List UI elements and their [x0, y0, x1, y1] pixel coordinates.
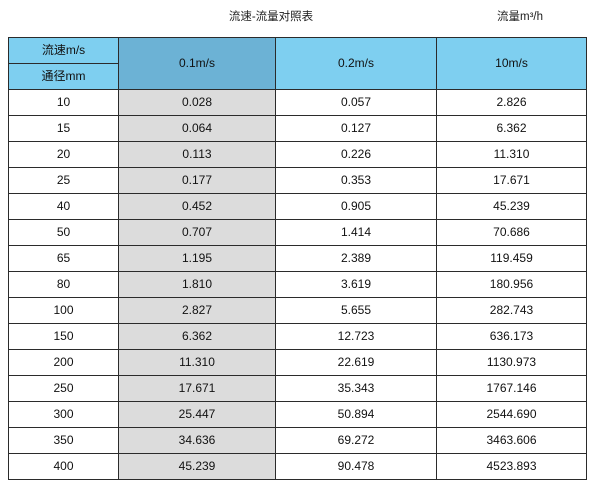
cell-flow-0.1: 11.310 — [118, 349, 276, 376]
cell-flow-10: 2544.690 — [436, 401, 587, 428]
table-row: 20 0.113 0.226 11.310 — [8, 141, 587, 168]
cell-flow-0.1: 6.362 — [118, 323, 276, 350]
cell-diameter: 10 — [8, 89, 119, 116]
cell-flow-0.1: 0.707 — [118, 219, 276, 246]
cell-diameter: 65 — [8, 245, 119, 272]
table-row: 150 6.362 12.723 636.173 — [8, 323, 587, 350]
cell-diameter: 400 — [8, 453, 119, 480]
table-row: 200 11.310 22.619 1130.973 — [8, 349, 587, 376]
cell-flow-10: 6.362 — [436, 115, 587, 142]
cell-flow-0.2: 5.655 — [275, 297, 437, 324]
page-title: 流速-流量对照表 — [228, 11, 314, 23]
cell-flow-10: 119.459 — [436, 245, 587, 272]
cell-flow-10: 70.686 — [436, 219, 587, 246]
cell-flow-10: 4523.893 — [436, 453, 587, 480]
table-row: 25 0.177 0.353 17.671 — [8, 167, 587, 194]
table-row: 10 0.028 0.057 2.826 — [8, 89, 587, 116]
table-row: 80 1.810 3.619 180.956 — [8, 271, 587, 298]
cell-flow-10: 3463.606 — [436, 427, 587, 454]
cell-diameter: 250 — [8, 375, 119, 402]
cell-flow-10: 17.671 — [436, 167, 587, 194]
cell-flow-0.1: 0.113 — [118, 141, 276, 168]
cell-flow-0.1: 34.636 — [118, 427, 276, 454]
cell-flow-10: 11.310 — [436, 141, 587, 168]
cell-flow-0.2: 35.343 — [275, 375, 437, 402]
table-row: 350 34.636 69.272 3463.606 — [8, 427, 587, 454]
cell-flow-0.2: 1.414 — [275, 219, 437, 246]
cell-flow-0.1: 1.195 — [118, 245, 276, 272]
cell-flow-0.1: 45.239 — [118, 453, 276, 480]
cell-flow-0.2: 0.057 — [275, 89, 437, 116]
cell-flow-0.2: 2.389 — [275, 245, 437, 272]
cell-flow-10: 282.743 — [436, 297, 587, 324]
flow-rate-table-container: 流速m/s 0.1m/s 0.2m/s 10m/s 通径mm 10 0.028 … — [8, 37, 587, 480]
cell-diameter: 15 — [8, 115, 119, 142]
header-column-0: 0.1m/s — [118, 37, 276, 90]
cell-flow-0.2: 12.723 — [275, 323, 437, 350]
cell-diameter: 200 — [8, 349, 119, 376]
cell-flow-0.2: 22.619 — [275, 349, 437, 376]
cell-flow-0.1: 0.452 — [118, 193, 276, 220]
cell-diameter: 25 — [8, 167, 119, 194]
title-band: 流速-流量对照表 流量m³/h — [0, 0, 600, 36]
cell-diameter: 100 — [8, 297, 119, 324]
cell-flow-10: 45.239 — [436, 193, 587, 220]
table-row: 40 0.452 0.905 45.239 — [8, 193, 587, 220]
header-diameter-label: 通径mm — [8, 63, 119, 90]
cell-diameter: 40 — [8, 193, 119, 220]
cell-flow-10: 636.173 — [436, 323, 587, 350]
unit-title: 流量m³/h — [497, 11, 543, 23]
cell-diameter: 350 — [8, 427, 119, 454]
cell-flow-0.1: 0.064 — [118, 115, 276, 142]
cell-flow-0.2: 90.478 — [275, 453, 437, 480]
cell-flow-0.2: 3.619 — [275, 271, 437, 298]
cell-flow-0.1: 0.177 — [118, 167, 276, 194]
table-header-row-bottom: 通径mm — [8, 63, 587, 90]
table-row: 250 17.671 35.343 1767.146 — [8, 375, 587, 402]
cell-flow-0.2: 0.353 — [275, 167, 437, 194]
table-row: 50 0.707 1.414 70.686 — [8, 219, 587, 246]
table-row: 100 2.827 5.655 282.743 — [8, 297, 587, 324]
table-row: 400 45.239 90.478 4523.893 — [8, 453, 587, 480]
cell-diameter: 150 — [8, 323, 119, 350]
cell-diameter: 20 — [8, 141, 119, 168]
cell-flow-0.2: 0.127 — [275, 115, 437, 142]
table-body: 流速m/s 0.1m/s 0.2m/s 10m/s 通径mm 10 0.028 … — [8, 37, 587, 480]
cell-flow-0.1: 17.671 — [118, 375, 276, 402]
cell-diameter: 300 — [8, 401, 119, 428]
cell-flow-0.1: 25.447 — [118, 401, 276, 428]
table-row: 300 25.447 50.894 2544.690 — [8, 401, 587, 428]
flow-rate-table: 流速m/s 0.1m/s 0.2m/s 10m/s 通径mm 10 0.028 … — [8, 37, 587, 480]
cell-flow-0.1: 2.827 — [118, 297, 276, 324]
header-column-1: 0.2m/s — [275, 37, 437, 90]
cell-flow-0.1: 1.810 — [118, 271, 276, 298]
cell-diameter: 80 — [8, 271, 119, 298]
cell-flow-0.1: 0.028 — [118, 89, 276, 116]
cell-flow-0.2: 0.905 — [275, 193, 437, 220]
cell-flow-10: 1767.146 — [436, 375, 587, 402]
cell-flow-10: 180.956 — [436, 271, 587, 298]
cell-flow-10: 2.826 — [436, 89, 587, 116]
cell-flow-0.2: 69.272 — [275, 427, 437, 454]
header-velocity-label: 流速m/s — [8, 37, 119, 64]
table-row: 15 0.064 0.127 6.362 — [8, 115, 587, 142]
cell-flow-10: 1130.973 — [436, 349, 587, 376]
cell-diameter: 50 — [8, 219, 119, 246]
header-column-2: 10m/s — [436, 37, 587, 90]
cell-flow-0.2: 0.226 — [275, 141, 437, 168]
table-header-row-top: 流速m/s 0.1m/s 0.2m/s 10m/s — [8, 37, 587, 90]
cell-flow-0.2: 50.894 — [275, 401, 437, 428]
table-row: 65 1.195 2.389 119.459 — [8, 245, 587, 272]
